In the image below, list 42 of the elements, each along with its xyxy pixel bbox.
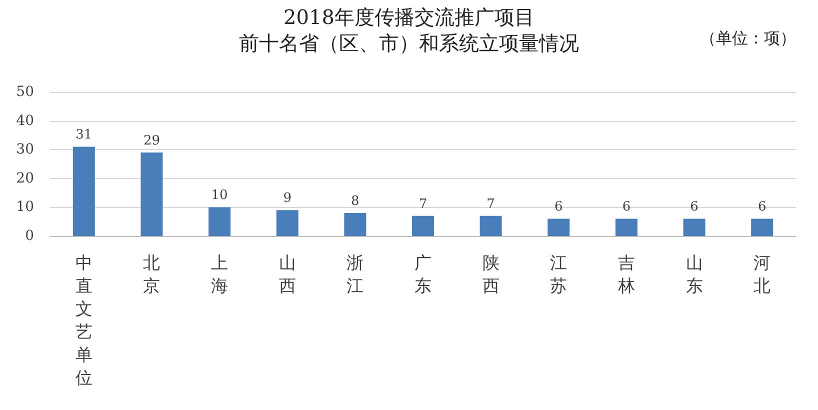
data-label: 6 [758, 200, 766, 215]
bar [208, 207, 231, 236]
data-label: 8 [351, 194, 360, 209]
x-tick-label: 山西 [278, 254, 296, 296]
bar [412, 216, 434, 236]
y-tick-label: 10 [16, 199, 34, 216]
y-tick-label: 20 [16, 170, 34, 186]
y-tick-label: 30 [16, 142, 34, 158]
y-tick-label: 50 [16, 84, 34, 100]
data-label: 9 [283, 191, 292, 206]
bar [615, 218, 638, 236]
chart-subtitle: 前十名省（区、市）和系统立项量情况 [239, 31, 579, 55]
x-tick-label: 北京 [143, 254, 160, 296]
bar [751, 218, 774, 236]
data-label: 31 [76, 128, 92, 143]
bar [548, 218, 570, 236]
y-tick-label: 0 [25, 228, 34, 244]
data-label: 7 [418, 196, 428, 212]
data-label: 7 [486, 196, 495, 212]
data-label: 10 [211, 188, 228, 204]
x-tick-label: 陕西 [482, 254, 500, 296]
y-tick-label: 40 [16, 112, 34, 129]
x-tick-label: 吉林 [616, 254, 635, 296]
x-tick-label: 河北 [754, 254, 771, 296]
x-tick-label: 上海 [211, 254, 228, 296]
data-label: 6 [622, 200, 631, 215]
data-label: 6 [554, 200, 563, 215]
data-label: 29 [143, 133, 160, 148]
x-tick-label: 浙江 [346, 254, 364, 296]
text: （单位：项） [700, 28, 796, 48]
x-tick-label: 广东 [414, 254, 432, 296]
bar [344, 212, 366, 236]
bar [683, 218, 706, 236]
bar [140, 152, 163, 236]
x-tick-label: 江苏 [550, 254, 568, 296]
data-label: 6 [690, 200, 698, 215]
bar [276, 210, 298, 236]
chart-title: 2018年度传播交流推广项目 [284, 5, 534, 29]
x-tick-label: 中直文艺单位 [75, 254, 92, 388]
bar [72, 146, 95, 236]
x-tick-label: 山东 [686, 254, 703, 296]
bar [480, 216, 502, 236]
